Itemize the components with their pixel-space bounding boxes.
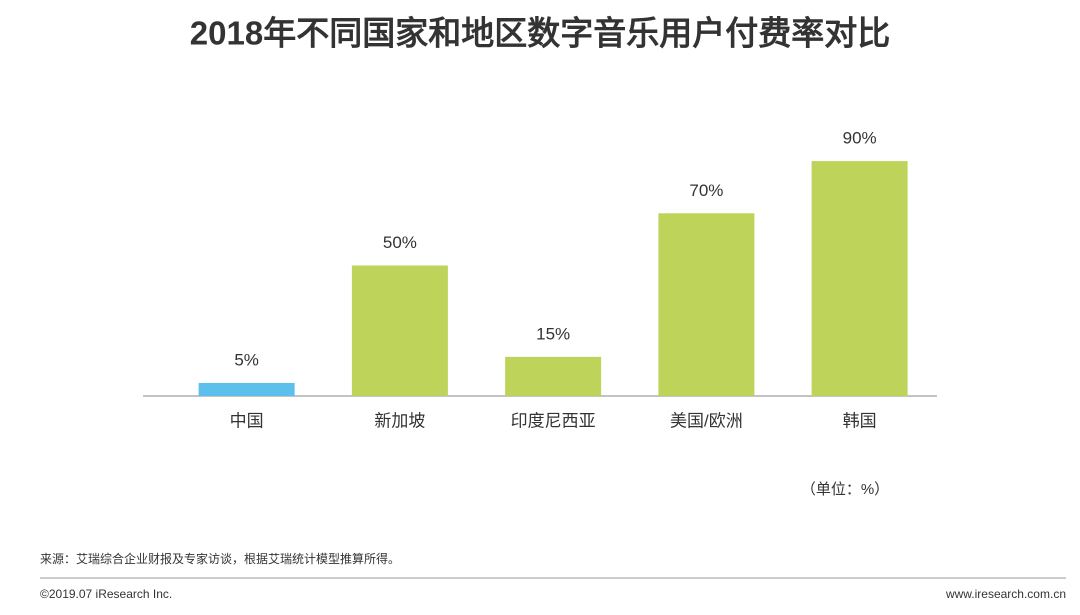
bar <box>198 382 295 396</box>
x-tick-label: 新加坡 <box>374 411 425 430</box>
unit-note: （单位：%） <box>801 481 889 498</box>
source-note: 来源：艾瑞综合企业财报及专家访谈，根据艾瑞统计模型推算所得。 <box>40 551 400 566</box>
footer-left: ©2019.07 iResearch Inc. <box>40 587 172 601</box>
x-tick-label: 中国 <box>230 411 264 430</box>
chart-title: 2018年不同国家和地区数字音乐用户付费率对比 <box>190 15 890 52</box>
bar <box>505 356 602 396</box>
x-tick-label: 美国/欧洲 <box>670 411 743 430</box>
x-tick-label: 韩国 <box>843 411 877 430</box>
value-label: 70% <box>689 181 723 200</box>
value-label: 5% <box>234 350 259 369</box>
bar <box>811 161 908 396</box>
x-tick-label: 印度尼西亚 <box>511 411 596 430</box>
footer-right: www.iresearch.com.cn <box>945 587 1066 601</box>
bar <box>351 265 448 396</box>
value-label: 50% <box>383 233 417 252</box>
bar <box>658 213 755 396</box>
value-label: 15% <box>536 324 570 343</box>
value-label: 90% <box>843 129 877 148</box>
